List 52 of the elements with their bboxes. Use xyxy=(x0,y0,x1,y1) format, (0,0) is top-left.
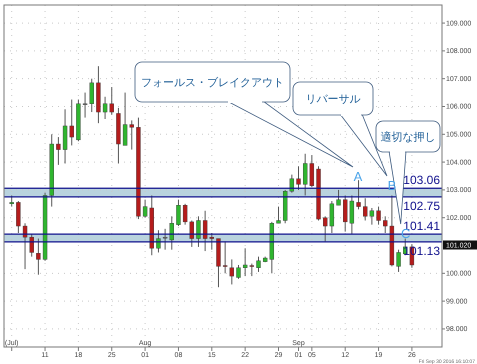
candlestick xyxy=(242,248,248,277)
ref-line-label: 102.75 xyxy=(403,198,440,213)
candlestick xyxy=(363,198,368,221)
candlestick xyxy=(302,153,308,196)
ref-line-label: 103.06 xyxy=(403,173,440,188)
candlestick xyxy=(70,99,74,146)
candlestick xyxy=(110,86,114,116)
candlestick xyxy=(230,258,234,285)
candlestick xyxy=(36,238,41,276)
candlestick xyxy=(202,210,208,252)
candlestick xyxy=(90,78,94,113)
candlestick xyxy=(296,166,301,190)
candlestick xyxy=(356,180,361,210)
candlestick xyxy=(236,264,241,280)
candlestick xyxy=(330,200,334,234)
candlestick xyxy=(102,96,108,120)
candlestick xyxy=(56,136,61,166)
candlestick xyxy=(343,194,348,232)
candlestick xyxy=(142,199,148,218)
candlestick xyxy=(396,249,401,272)
candlestick xyxy=(82,92,88,118)
candlestick xyxy=(210,232,214,250)
candlestick xyxy=(250,263,254,277)
candlestick xyxy=(156,230,161,253)
candlestick xyxy=(336,189,341,206)
candlestick xyxy=(130,120,134,150)
candlestick xyxy=(162,228,168,250)
candlestick xyxy=(350,194,354,235)
candlestick xyxy=(290,174,294,194)
candlestick xyxy=(322,216,328,242)
candlestick xyxy=(10,194,14,208)
candlestick xyxy=(30,234,34,258)
candlestick xyxy=(22,222,28,270)
candlestick xyxy=(176,199,181,227)
candlestick xyxy=(310,154,314,188)
candlestick xyxy=(16,200,21,234)
annotation: A xyxy=(354,169,363,184)
candlestick xyxy=(62,108,68,164)
annotation: フォールス・ブレイクアウト xyxy=(141,76,284,89)
candlestick xyxy=(276,206,281,224)
candlestick xyxy=(383,216,388,234)
annotation: 適切な押し xyxy=(380,130,436,144)
candlestick xyxy=(170,216,174,250)
candlestick xyxy=(222,240,228,274)
candlestick xyxy=(182,203,188,226)
candlestick xyxy=(190,220,194,248)
candlestick xyxy=(122,92,128,146)
candlestick xyxy=(376,206,381,226)
candlestick xyxy=(370,207,374,226)
candlestick xyxy=(196,216,201,248)
annotation: リバーサル xyxy=(306,94,360,106)
candlestick xyxy=(256,256,261,272)
